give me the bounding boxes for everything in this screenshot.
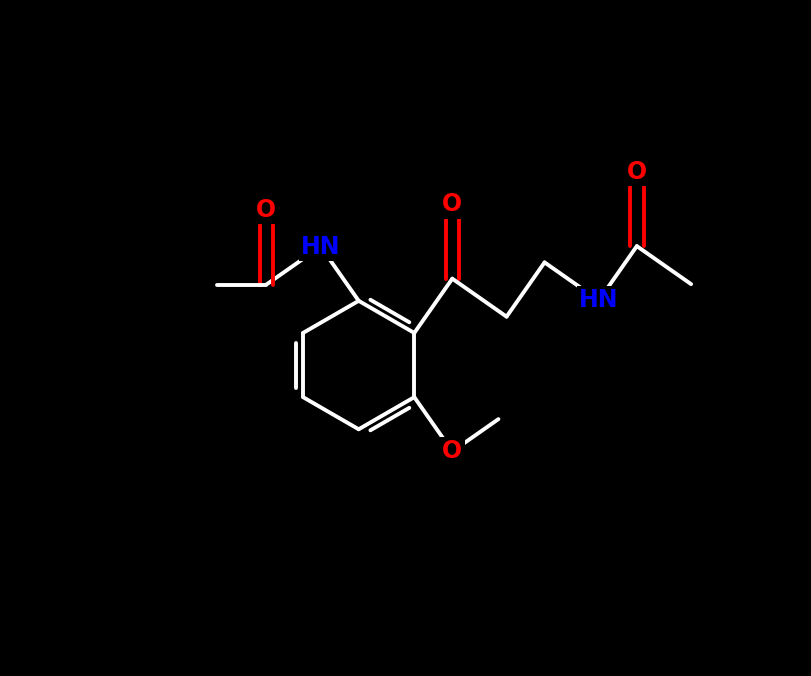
Text: HN: HN xyxy=(301,235,340,258)
Text: O: O xyxy=(442,439,461,464)
Text: O: O xyxy=(442,192,461,216)
Text: O: O xyxy=(626,160,646,184)
Text: O: O xyxy=(256,198,276,222)
Text: HN: HN xyxy=(578,289,618,312)
